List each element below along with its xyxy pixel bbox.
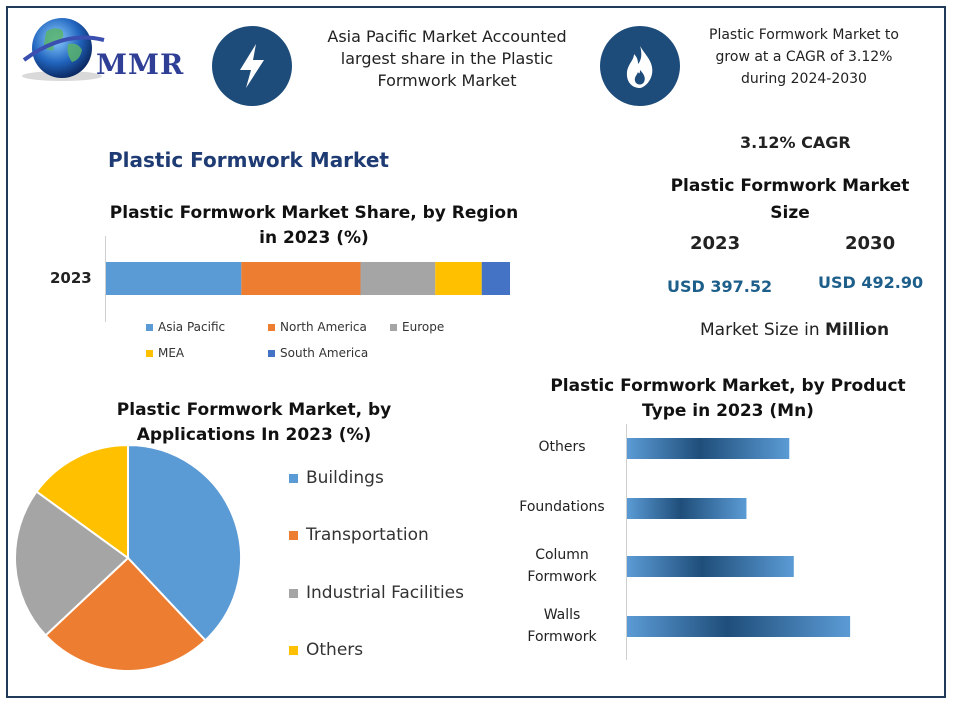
legend-label: Transportation [306,525,429,545]
product-bar-0 [627,438,790,459]
legend-label: Buildings [306,468,384,488]
pie-slice-buildings [127,446,242,642]
headline-left: Asia Pacific Market Accounted largest sh… [327,27,567,90]
legend-label: Asia Pacific [158,320,226,334]
region-bar-segment-0 [106,262,242,295]
product-category-label: Foundations [519,499,605,515]
flame-icon [626,46,653,88]
legend-label: Europe [402,320,445,334]
region-bar-segment-4 [481,262,510,295]
product-chart-title: Plastic Formwork Market, by Product Type… [550,376,906,421]
headline-right: Plastic Formwork Market to grow at a CAG… [709,27,899,87]
legend-label: South America [280,346,369,360]
unit-prefix: Market Size in [700,320,826,340]
logo-text: MMR [96,48,185,81]
pie-legend-item: Industrial Facilities [289,583,464,603]
pie-legend-item: Buildings [289,468,384,488]
region-bar-segment-2 [360,262,436,295]
region-stacked-bar-chart [105,236,510,322]
product-bar-1 [627,498,747,519]
legend-label: Others [306,640,364,660]
market-size-unit: Market Size in Million [700,320,889,340]
legend-swatch [268,323,275,331]
region-chart-title: Plastic Formwork Market Share, by Region… [109,203,519,248]
legend-swatch [289,530,298,540]
region-legend-item: South America [268,346,368,360]
value-2023: USD 397.52 [667,277,773,296]
globe-logo-icon [22,18,105,81]
legend-swatch [289,588,298,598]
legend-label: North America [280,320,367,334]
legend-swatch [289,645,298,655]
page-frame [6,6,946,698]
product-category-label: Column Formwork [527,547,597,585]
legend-swatch [146,323,153,331]
lightning-icon-badge [212,26,292,106]
region-legend-item: MEA [146,346,184,360]
pie-slice-transportation [44,556,207,672]
region-year-label: 2023 [50,269,92,287]
value-2030: USD 492.90 [818,273,924,292]
product-bar-3 [627,616,851,637]
flame-icon-badge [600,26,680,106]
legend-swatch [390,323,397,331]
product-category-label: Others [538,439,586,455]
pie-legend-item: Transportation [289,525,429,545]
market-size-title: Plastic Formwork Market Size [670,176,910,223]
region-bar-segment-1 [241,262,361,295]
region-bar-segment-3 [435,262,482,295]
applications-chart-title: Plastic Formwork Market, by Applications… [116,400,392,445]
cagr-label: 3.12% CAGR [740,133,851,152]
legend-swatch [268,349,275,357]
region-legend-item: Europe [390,320,444,334]
product-bar-chart [626,424,851,660]
lightning-bolt-icon [240,44,264,88]
year-2023-label: 2023 [690,233,741,254]
legend-swatch [146,349,153,357]
applications-pie-chart [14,446,242,672]
pie-slice-industrial-facilities [14,490,130,637]
legend-label: MEA [158,346,185,360]
page-title: Plastic Formwork Market [108,148,389,172]
pie-legend-item: Others [289,640,363,660]
product-bar-2 [627,556,794,577]
product-category-label: Walls Formwork [527,607,597,645]
region-legend-item: North America [268,320,367,334]
year-2030-label: 2030 [845,233,896,254]
legend-swatch [289,473,298,483]
pie-slice-others [35,446,129,560]
legend-label: Industrial Facilities [306,583,464,603]
unit-bold: Million [825,320,890,340]
region-legend-item: Asia Pacific [146,320,225,334]
